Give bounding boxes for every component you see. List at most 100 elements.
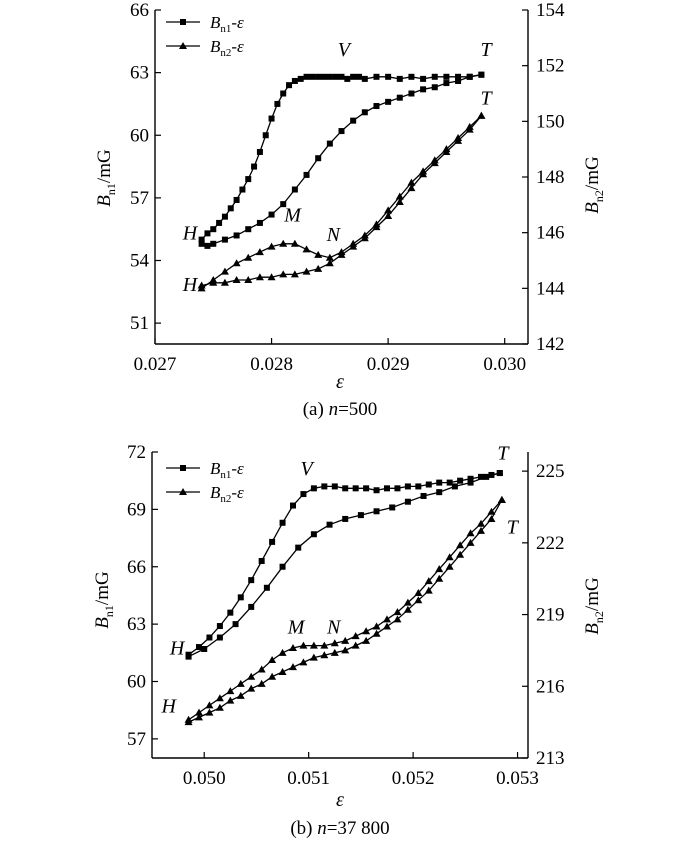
data-point [232, 621, 239, 628]
panel-caption: (a) n=500 [303, 399, 378, 420]
data-point [278, 667, 287, 675]
data-point [420, 492, 427, 499]
data-point [314, 250, 323, 258]
annotation-label: T [480, 39, 493, 61]
data-point [419, 170, 428, 178]
data-point [227, 609, 234, 616]
data-point [226, 696, 235, 704]
y-tick-label-left: 54 [130, 251, 150, 272]
data-point [210, 240, 217, 247]
data-point [232, 275, 241, 283]
data-point [268, 655, 277, 663]
data-point [205, 708, 214, 716]
data-point [268, 115, 275, 122]
y-tick-label-right: 146 [536, 223, 565, 244]
data-point [338, 128, 345, 135]
y-tick-label-right: 216 [536, 676, 565, 697]
data-point [396, 75, 403, 82]
data-point [247, 684, 256, 692]
data-point [372, 629, 381, 637]
series-line [201, 74, 482, 241]
data-point [373, 73, 380, 80]
data-point [363, 485, 370, 492]
data-point [384, 206, 393, 214]
data-point [361, 109, 368, 116]
annotation-label: T [480, 88, 493, 110]
data-point [415, 483, 422, 490]
y-tick-label-left: 60 [127, 672, 146, 693]
data-point [342, 515, 349, 522]
data-point [487, 514, 496, 522]
data-point [361, 75, 368, 82]
data-point [478, 71, 485, 78]
data-point [384, 485, 390, 492]
data-point [309, 653, 318, 661]
data-point [487, 507, 496, 515]
data-point [326, 73, 333, 80]
data-point [454, 136, 463, 144]
data-point [414, 589, 423, 597]
data-point [425, 481, 432, 488]
data-point [436, 489, 443, 496]
data-point [466, 529, 475, 537]
x-tick-label: 0.028 [250, 354, 293, 375]
y-axis-left-title: Bn1/mG [92, 571, 116, 629]
legend-marker [179, 42, 187, 49]
series-line [201, 74, 482, 247]
data-point [424, 586, 433, 594]
data-point [431, 84, 438, 91]
data-point [436, 479, 443, 486]
data-point [280, 201, 287, 208]
y-axis-right-title: Bn2/mG [582, 156, 606, 214]
y-tick-label-left: 60 [130, 125, 149, 146]
data-point [477, 526, 485, 534]
data-point [244, 275, 253, 283]
data-point [216, 623, 223, 630]
data-point [268, 211, 275, 218]
data-point [315, 73, 322, 80]
series-line [188, 499, 503, 721]
y-tick-label-right: 154 [536, 0, 565, 21]
series-line [188, 499, 503, 723]
data-point [445, 553, 454, 561]
data-point [195, 708, 203, 716]
data-point [274, 100, 281, 107]
data-point [204, 242, 211, 249]
data-point [279, 270, 288, 278]
data-point [393, 608, 402, 616]
data-point [216, 634, 223, 641]
data-point [373, 508, 380, 515]
data-point [195, 713, 203, 721]
data-point [291, 186, 298, 193]
data-point [302, 245, 311, 253]
y-tick-label-left: 69 [127, 499, 146, 520]
data-point [446, 479, 453, 486]
data-point [256, 219, 263, 226]
data-point [198, 236, 205, 243]
legend-marker [180, 19, 186, 25]
x-tick-label: 0.052 [392, 768, 435, 789]
data-point [279, 563, 286, 570]
x-axis-title: ε [336, 789, 344, 811]
data-point [184, 718, 193, 726]
y-tick-label-right: 150 [536, 111, 565, 132]
y-tick-label-right: 144 [536, 278, 565, 299]
data-point [291, 77, 298, 84]
data-point [456, 541, 465, 549]
data-point [262, 132, 269, 139]
data-point [424, 577, 433, 585]
data-point [257, 665, 266, 673]
data-point [210, 226, 217, 233]
data-point [393, 615, 402, 623]
data-point [445, 562, 454, 570]
y-tick-label-right: 225 [536, 461, 565, 482]
data-point [310, 485, 317, 492]
data-point [299, 658, 308, 666]
data-point [407, 184, 416, 192]
data-point [321, 73, 328, 80]
data-point [295, 544, 302, 551]
data-point [220, 278, 229, 286]
data-point [497, 495, 506, 503]
y-axis-right-title: Bn2/mG [582, 577, 606, 635]
